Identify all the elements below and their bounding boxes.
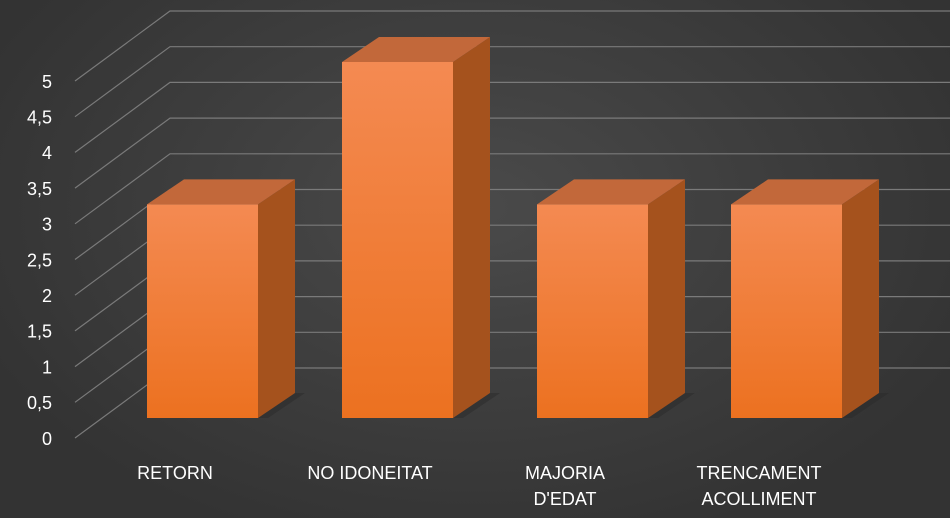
bar-shadow — [453, 393, 500, 418]
x-tick-label: NO IDONEITAT — [307, 463, 433, 483]
y-tick-label: 2,5 — [27, 250, 52, 270]
bar-shadow — [842, 393, 889, 418]
y-tick-label: 5 — [42, 72, 52, 92]
bar-top — [342, 37, 490, 62]
bar-shadow — [648, 393, 695, 418]
y-tick-label: 1,5 — [27, 322, 52, 342]
bar — [537, 204, 648, 418]
grid-line — [74, 153, 950, 225]
bar — [147, 204, 258, 418]
grid-line — [74, 81, 950, 153]
x-tick-label: TRENCAMENT ACOLLIMENT — [696, 463, 822, 509]
grid-line — [74, 117, 950, 189]
y-tick-label: 3,5 — [27, 179, 52, 199]
x-tick-label: MAJORIA D'EDAT — [524, 463, 605, 509]
y-tick-label: 2 — [42, 286, 52, 306]
y-tick-label: 0 — [42, 429, 52, 449]
grid-line — [74, 10, 950, 82]
bar-side — [453, 37, 490, 418]
bar — [342, 62, 453, 418]
y-tick-label: 1 — [42, 357, 52, 377]
y-tick-label: 0,5 — [27, 393, 52, 413]
bar-side — [648, 179, 685, 418]
bar — [731, 204, 842, 418]
y-tick-label: 4 — [42, 143, 52, 163]
x-tick-label: RETORN — [137, 463, 213, 483]
y-tick-label: 4,5 — [27, 107, 52, 127]
bar-side — [842, 179, 879, 418]
bar-top — [147, 179, 295, 205]
y-tick-label: 3 — [42, 215, 52, 235]
bar-side — [258, 179, 295, 418]
bar-top — [537, 179, 685, 205]
grid-line — [74, 46, 950, 118]
bar-shadow — [258, 393, 305, 418]
bar-top — [731, 179, 879, 205]
